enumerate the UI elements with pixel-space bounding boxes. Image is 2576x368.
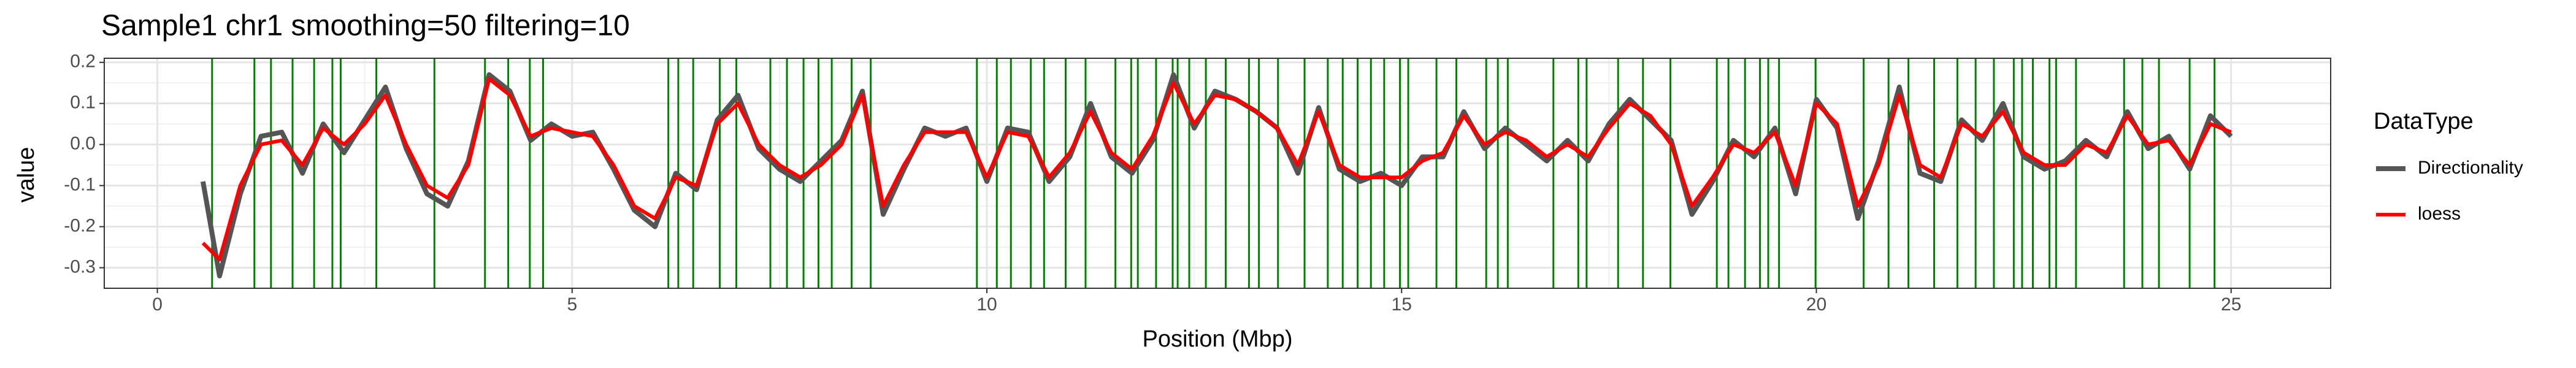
y-tick-label: 0.2: [70, 52, 96, 72]
x-axis-title: Position (Mbp): [1143, 326, 1293, 352]
x-tick-label: 15: [1392, 294, 1412, 315]
legend-label: loess: [2418, 204, 2461, 224]
y-tick-label: -0.3: [64, 256, 96, 277]
x-tick-label: 20: [1806, 294, 1827, 315]
x-tick-label: 10: [976, 294, 997, 315]
series-line: [201, 77, 2232, 262]
legend-title: DataType: [2374, 109, 2474, 134]
plot-border: [104, 58, 2331, 289]
chart-title: Sample1 chr1 smoothing=50 filtering=10: [101, 10, 630, 42]
x-tick-label: 0: [152, 294, 163, 315]
x-tick-label: 25: [2221, 294, 2241, 315]
x-tick-label: 5: [567, 294, 577, 315]
y-tick-label: -0.1: [64, 175, 96, 195]
legend-label: Directionality: [2418, 158, 2523, 178]
y-tick-label: -0.2: [64, 215, 96, 236]
y-tick-label: 0.1: [70, 93, 96, 113]
y-axis-title: value: [13, 147, 39, 203]
y-tick-label: 0.0: [70, 134, 96, 154]
